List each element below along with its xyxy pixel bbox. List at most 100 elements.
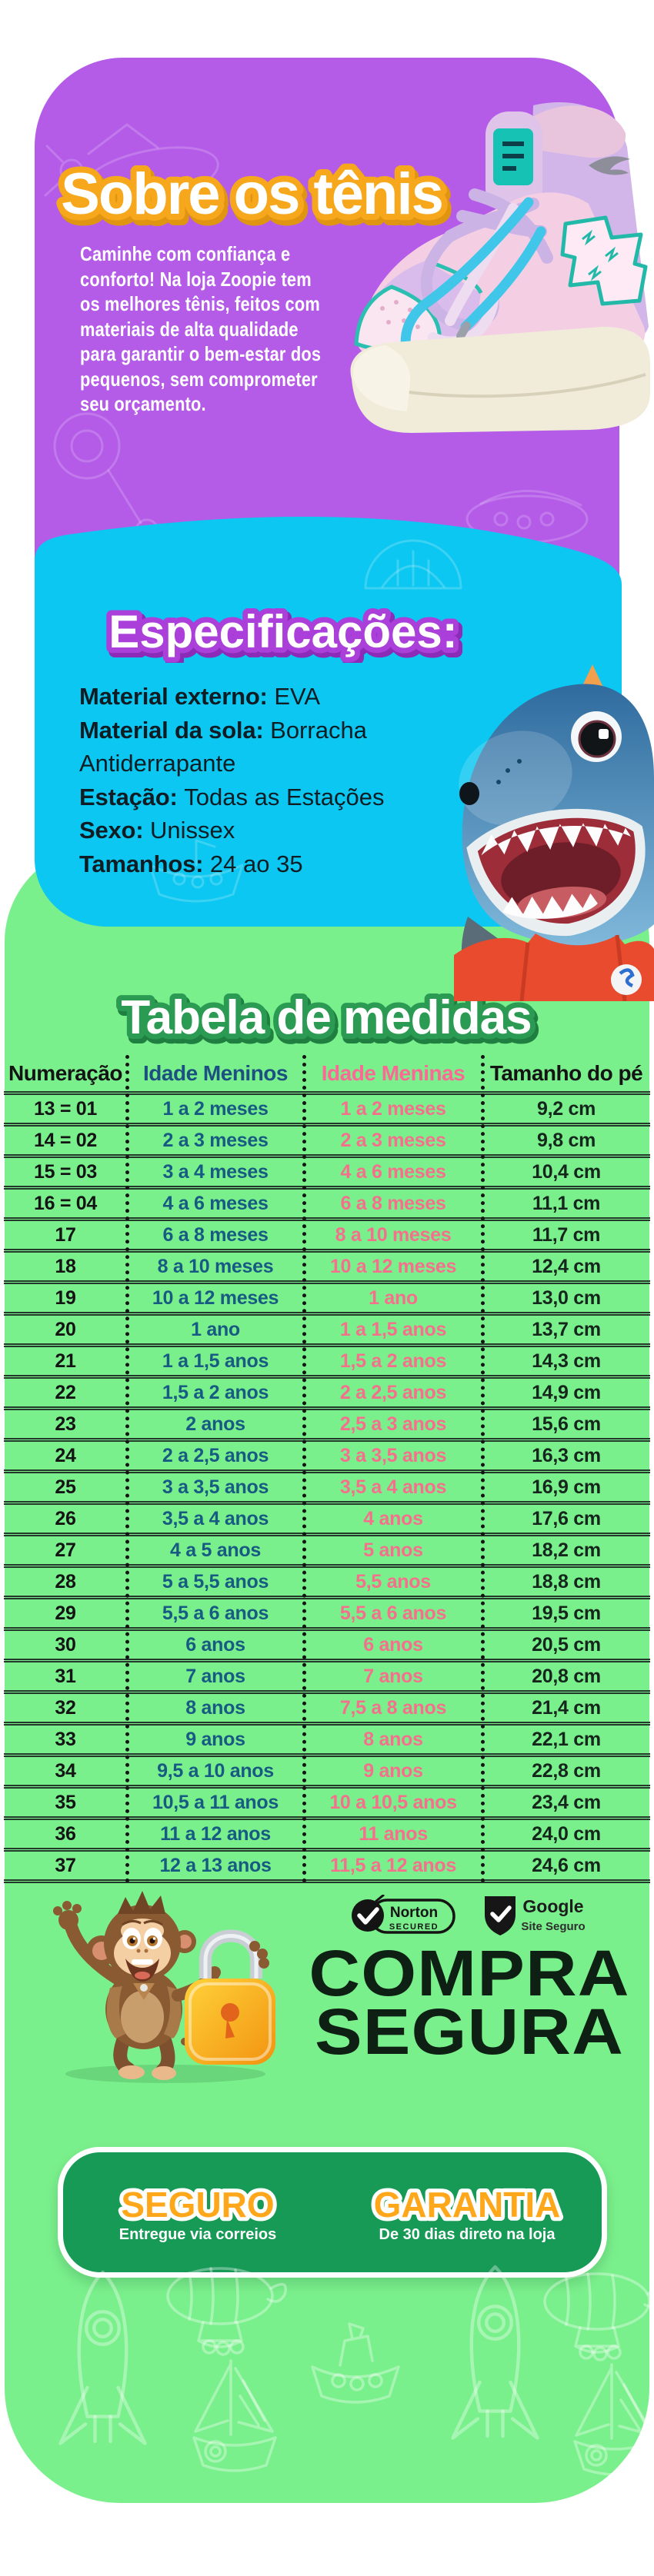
spec-item-material-sola: Material da sola: Borracha Antiderrapant… — [79, 714, 495, 780]
column-header-idade-meninos: Idade Meninos — [143, 1060, 288, 1085]
column-header-numeracao: Numeração — [8, 1060, 123, 1085]
about-title: Sobre os tênis — [61, 161, 442, 227]
table-row: 35 10,5 a 11 anos 10 a 10,5 anos 23,4 cm — [4, 1789, 650, 1820]
table-cell: 4 a 5 anos — [170, 1539, 261, 1561]
spec-label: Tamanhos: — [79, 850, 204, 877]
spec-value: Todas as Estações — [184, 783, 385, 810]
secure-purchase-headline: COMPRA SEGURA — [305, 1937, 635, 2064]
table-cell: 5,5 anos — [355, 1570, 431, 1593]
about-paragraph: Caminhe com confiança e conforto! Na loj… — [80, 241, 333, 417]
table-row: 13 = 01 1 a 2 meses 1 a 2 meses 9,2 cm — [4, 1095, 650, 1127]
norton-check-icon — [352, 1899, 384, 1932]
table-cell: 9 anos — [363, 1759, 423, 1782]
table-cell: 15,6 cm — [532, 1413, 601, 1435]
table-cell: 8 a 10 meses — [157, 1255, 274, 1277]
norton-sublabel: SECURED — [389, 1922, 439, 1932]
google-sublabel: Site Seguro — [521, 1920, 585, 1933]
specs-title: Especificações: — [108, 606, 458, 657]
shipping-column: SEGURO Entregue via correios — [63, 2152, 332, 2272]
table-cell: 33 — [55, 1728, 76, 1750]
table-row: 29 5,5 a 6 anos 5,5 a 6 anos 19,5 cm — [4, 1599, 650, 1631]
table-cell: 15 = 03 — [33, 1160, 97, 1183]
table-cell: 16,9 cm — [532, 1476, 601, 1498]
table-body: 13 = 01 1 a 2 meses 1 a 2 meses 9,2 cm 14 = … — [4, 1095, 650, 1883]
table-cell: 37 — [55, 1854, 76, 1876]
table-cell: 5 a 5,5 anos — [162, 1570, 269, 1593]
table-row: 37 12 a 13 anos 11,5 a 12 anos 24,6 cm — [4, 1852, 650, 1883]
table-cell: 2 a 3 meses — [340, 1129, 446, 1151]
table-cell: 2 a 2,5 anos — [339, 1381, 447, 1403]
table-cell: 17 — [55, 1223, 76, 1246]
garantia-title-text: GARANTIA — [374, 2185, 561, 2225]
table-cell: 19,5 cm — [532, 1602, 601, 1624]
table-cell: 14 = 02 — [33, 1129, 97, 1151]
table-cell: 4 a 6 meses — [340, 1160, 446, 1183]
table-cell: 11,7 cm — [532, 1223, 601, 1246]
table-cell: 3 a 3,5 anos — [162, 1476, 269, 1498]
table-cell: 1 ano — [369, 1286, 418, 1309]
table-cell: 19 — [55, 1286, 76, 1309]
table-cell: 10 a 12 meses — [152, 1286, 279, 1309]
spec-label: Material da sola: — [79, 716, 264, 744]
table-cell: 2,5 a 3 anos — [339, 1413, 447, 1435]
table-cell: 13,7 cm — [532, 1318, 601, 1340]
table-cell: 22,1 cm — [532, 1728, 601, 1750]
about-text-2: tem os melhores tênis, feitos com materi… — [80, 267, 322, 416]
table-cell: 14,3 cm — [532, 1350, 601, 1372]
table-cell: 7 anos — [363, 1665, 423, 1687]
table-cell: 3 a 4 meses — [162, 1160, 269, 1183]
table-cell: 24,6 cm — [532, 1854, 601, 1876]
table-row: 18 8 a 10 meses 10 a 12 meses 12,4 cm — [4, 1253, 650, 1284]
table-cell: 24,0 cm — [532, 1822, 601, 1845]
warranty-subtitle: De 30 dias direto na loja — [379, 2225, 556, 2243]
table-row: 31 7 anos 7 anos 20,8 cm — [4, 1662, 650, 1694]
table-title-banner: Tabela de medidas Tabela de medidas — [115, 986, 540, 1052]
table-cell: 30 — [55, 1633, 76, 1656]
table-header-row: Numeração Idade Meninos Idade Meninas Ta… — [4, 1055, 650, 1095]
table-cell: 10 a 10,5 anos — [329, 1791, 457, 1813]
spec-item-material-externo: Material externo: EVA — [79, 680, 495, 714]
monkey-padlock-illustration — [53, 1891, 275, 2083]
table-cell: 34 — [55, 1759, 76, 1782]
table-cell: 6 anos — [363, 1633, 423, 1656]
table-cell: 6 a 8 meses — [340, 1192, 446, 1214]
table-cell: 28 — [55, 1570, 76, 1593]
table-cell: 8 a 10 meses — [335, 1223, 452, 1246]
norton-label: Norton — [390, 1905, 438, 1921]
table-cell: 11,1 cm — [532, 1192, 601, 1214]
spec-value: Borracha Antiderrapante — [79, 716, 367, 777]
spec-label: Estação: — [79, 783, 178, 810]
spec-label: Material externo: — [79, 683, 268, 710]
spec-item-sexo: Sexo: Unissex — [79, 814, 495, 847]
table-cell: 23,4 cm — [532, 1791, 601, 1813]
table-cell: 6 a 8 meses — [162, 1223, 269, 1246]
about-title-shadow: Sobre os tênis — [64, 166, 445, 231]
sneaker-illustration — [350, 102, 650, 433]
table-cell: 2 a 2,5 anos — [162, 1444, 269, 1466]
size-table: Numeração Idade Meninos Idade Meninas Ta… — [4, 1055, 650, 1883]
table-cell: 9,8 cm — [536, 1129, 596, 1151]
table-row: 36 11 a 12 anos 11 anos 24,0 cm — [4, 1820, 650, 1852]
column-divider — [302, 1055, 306, 1883]
table-cell: 10 a 12 meses — [329, 1255, 457, 1277]
table-cell: 16,3 cm — [532, 1444, 601, 1466]
shark-illustration — [454, 664, 654, 1001]
table-cell: 27 — [55, 1539, 76, 1561]
table-cell: 7,5 a 8 anos — [339, 1696, 447, 1719]
table-cell: 5,5 a 6 anos — [339, 1602, 447, 1624]
table-cell: 12,4 cm — [532, 1255, 601, 1277]
table-cell: 18,8 cm — [532, 1570, 601, 1593]
seguro-title-text: SEGURO — [121, 2185, 274, 2225]
table-cell: 1 a 2 meses — [340, 1097, 446, 1120]
table-cell: 4 a 6 meses — [162, 1192, 269, 1214]
table-cell: 1 a 2 meses — [162, 1097, 269, 1120]
table-cell: 16 = 04 — [33, 1192, 97, 1214]
google-site-seguro-badge: Google Site Seguro — [485, 1896, 586, 1935]
table-cell: 5 anos — [363, 1539, 423, 1561]
headline-line-1: COMPRA — [309, 1937, 630, 2009]
table-cell: 20,8 cm — [532, 1665, 601, 1687]
spec-value: 24 ao 35 — [209, 850, 303, 877]
table-cell: 2 anos — [185, 1413, 245, 1435]
column-divider — [481, 1055, 485, 1883]
